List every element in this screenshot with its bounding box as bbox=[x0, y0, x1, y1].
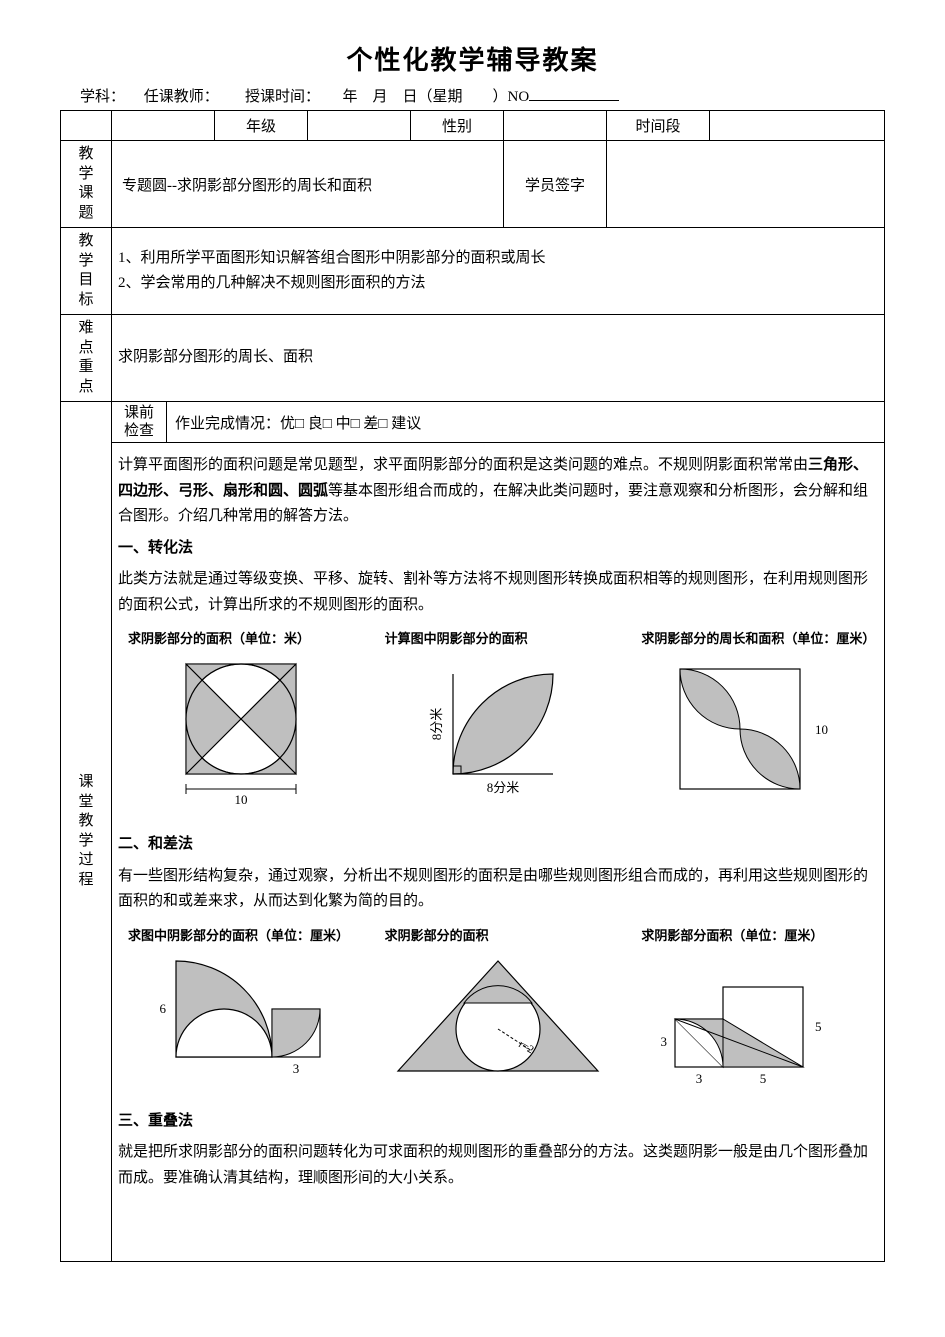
goals-label: 教学目标 bbox=[61, 228, 112, 315]
s1-fig1: 10 bbox=[166, 654, 316, 814]
sign-value bbox=[607, 141, 885, 228]
content-row: 计算平面图形的面积问题是常见题型，求平面阴影部分的面积是这类问题的难点。不规则阴… bbox=[61, 443, 885, 1262]
timeslot-label: 时间段 bbox=[607, 111, 710, 141]
s2-fig3: 3 3 5 5 bbox=[655, 951, 855, 1091]
svg-text:3: 3 bbox=[695, 1071, 702, 1086]
lesson-table: 年级 性别 时间段 教学课题 专题圆--求阴影部分图形的周长和面积 学员签字 教… bbox=[60, 110, 885, 1262]
s1-fig3: 10 bbox=[660, 654, 850, 804]
gender-label: 性别 bbox=[411, 111, 504, 141]
svg-text:8分米: 8分米 bbox=[487, 780, 520, 795]
s1-cap1: 求阴影部分的面积（单位：米） bbox=[118, 628, 365, 650]
grade-label: 年级 bbox=[215, 111, 308, 141]
goals-content: 1、利用所学平面图形知识解答组合图形中阴影部分的面积或周长 2、学会常用的几种解… bbox=[112, 228, 885, 315]
s3-text: 就是把所求阴影部分的面积问题转化为可求面积的规则图形的重叠部分的方法。这类题阴影… bbox=[118, 1140, 878, 1191]
date-parts: 年 月 日（星期 ）NO bbox=[343, 89, 530, 105]
meta-line: 学科： 任课教师： 授课时间： 年 月 日（星期 ）NO bbox=[60, 85, 885, 106]
s2-cap2: 求阴影部分的面积 bbox=[375, 925, 622, 947]
intro-p: 计算平面图形的面积问题是常见题型，求平面阴影部分的面积是这类问题的难点。不规则阴… bbox=[118, 453, 878, 530]
s2-fig1: 6 3 bbox=[156, 951, 326, 1091]
sign-label: 学员签字 bbox=[504, 141, 607, 228]
teacher-label: 任课教师： bbox=[144, 89, 219, 105]
info-row: 年级 性别 时间段 bbox=[61, 111, 885, 141]
timeslot-value bbox=[710, 111, 885, 141]
precheck-text: 作业完成情况：优□ 良□ 中□ 差□ 建议 bbox=[175, 416, 421, 432]
svg-text:10: 10 bbox=[815, 722, 828, 737]
hard-row: 难点重点 求阴影部分图形的周长、面积 bbox=[61, 315, 885, 402]
s2-cap3: 求阴影部分面积（单位：厘米） bbox=[631, 925, 878, 947]
s1-fig2: 8分米 8分米 bbox=[413, 654, 583, 814]
process-label: 课堂教学过程 bbox=[61, 402, 112, 1262]
s1-text: 此类方法就是通过等级变换、平移、旋转、割补等方法将不规则图形转换成面积相等的规则… bbox=[118, 567, 878, 618]
s1-cap3: 求阴影部分的周长和面积（单位：厘米） bbox=[631, 628, 878, 650]
subject-label: 学科： bbox=[80, 89, 125, 105]
hard-value: 求阴影部分图形的周长、面积 bbox=[112, 315, 885, 402]
topic-label: 教学课题 bbox=[61, 141, 112, 228]
s1-figures: 求阴影部分的面积（单位：米） bbox=[118, 628, 878, 814]
topic-row: 教学课题 专题圆--求阴影部分图形的周长和面积 学员签字 bbox=[61, 141, 885, 228]
goal-2: 2、学会常用的几种解决不规则图形面积的方法 bbox=[118, 271, 878, 297]
svg-text:10: 10 bbox=[235, 792, 248, 807]
svg-text:3: 3 bbox=[660, 1034, 667, 1049]
s1-cap2: 计算图中阴影部分的面积 bbox=[375, 628, 622, 650]
s2-figures: 求图中阴影部分的面积（单位：厘米） 6 3 bbox=[118, 925, 878, 1091]
topic-value: 专题圆--求阴影部分图形的周长和面积 bbox=[112, 141, 504, 228]
blank-cell bbox=[61, 111, 112, 141]
page-title: 个性化教学辅导教案 bbox=[60, 40, 885, 77]
grade-value bbox=[308, 111, 411, 141]
s2-text: 有一些图形结构复杂，通过观察，分析出不规则图形的面积是由哪些规则图形组合而成的，… bbox=[118, 864, 878, 915]
hard-label: 难点重点 bbox=[61, 315, 112, 402]
precheck-cell: 课前 检查 作业完成情况：优□ 良□ 中□ 差□ 建议 bbox=[112, 402, 885, 443]
s2-fig2: r=2 bbox=[388, 951, 608, 1091]
precheck-row: 课堂教学过程 课前 检查 作业完成情况：优□ 良□ 中□ 差□ 建议 bbox=[61, 402, 885, 443]
precheck-l2: 检查 bbox=[124, 423, 154, 439]
s1-heading: 一、转化法 bbox=[118, 536, 878, 562]
time-label: 授课时间： bbox=[245, 89, 320, 105]
svg-text:6: 6 bbox=[160, 1001, 167, 1016]
content-cell: 计算平面图形的面积问题是常见题型，求平面阴影部分的面积是这类问题的难点。不规则阴… bbox=[112, 443, 885, 1262]
svg-text:5: 5 bbox=[815, 1019, 822, 1034]
goals-row: 教学目标 1、利用所学平面图形知识解答组合图形中阴影部分的面积或周长 2、学会常… bbox=[61, 228, 885, 315]
s3-heading: 三、重叠法 bbox=[118, 1109, 878, 1135]
goal-1: 1、利用所学平面图形知识解答组合图形中阴影部分的面积或周长 bbox=[118, 246, 878, 272]
svg-text:3: 3 bbox=[293, 1061, 300, 1076]
blank-cell bbox=[112, 111, 215, 141]
svg-text:5: 5 bbox=[759, 1071, 766, 1086]
precheck-l1: 课前 bbox=[124, 405, 154, 421]
svg-text:8分米: 8分米 bbox=[429, 708, 444, 741]
s2-heading: 二、和差法 bbox=[118, 832, 878, 858]
gender-value bbox=[504, 111, 607, 141]
s2-cap1: 求图中阴影部分的面积（单位：厘米） bbox=[118, 925, 365, 947]
